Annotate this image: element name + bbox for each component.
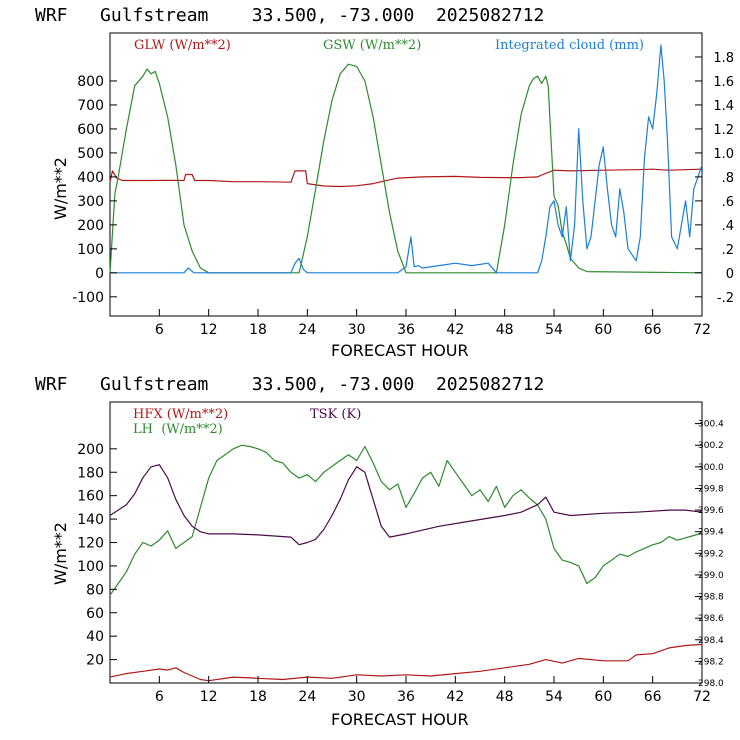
y-tick-label: 60: [86, 606, 104, 622]
x-axis-label: FORECAST HOUR: [331, 341, 469, 360]
series-line-integrated: [110, 44, 703, 274]
y-tick-label: 40: [86, 629, 104, 645]
y-tick-label: 180: [77, 465, 104, 481]
series-line-tsk: [109, 464, 703, 546]
y2-tick-label: 1.2: [713, 123, 734, 138]
y2-tick-label: 299.0: [698, 571, 724, 581]
x-tick-label: 54: [545, 689, 563, 705]
legend-glw: GLW (W/m**2): [134, 38, 231, 53]
x-tick-label: 18: [249, 689, 267, 705]
x-axis-ticks: 6 12 18 24 30 36 42 48 54 60 66 72: [155, 676, 711, 705]
y-tick-label: 140: [77, 512, 104, 528]
x-tick-label: 60: [594, 322, 612, 338]
x-tick-label: 6: [155, 689, 164, 705]
y-axis-label: W/m**2: [51, 522, 70, 585]
y-tick-label: 100: [77, 559, 104, 575]
legend-tsk: TSK (K): [310, 407, 361, 422]
x-tick-label: 36: [397, 689, 415, 705]
y2-tick-label: 299.6: [698, 506, 724, 516]
y2-tick-label: .8: [722, 171, 734, 186]
x-tick-label: 42: [446, 689, 464, 705]
panel-title: WRF Gulfstream 33.500, -73.000 202508271…: [35, 5, 544, 26]
y2-tick-label: .4: [722, 219, 734, 234]
right-axis-ticks: 298.0 298.2 298.4 298.6 298.8 299.0 299.2 299.4…: [695, 420, 724, 689]
y2-tick-label: 1.4: [713, 99, 734, 114]
y-tick-label: 80: [86, 582, 104, 598]
y-tick-label: 500: [77, 146, 104, 162]
x-tick-label: 30: [348, 689, 366, 705]
y-tick-label: 700: [77, 98, 104, 114]
x-tick-label: 6: [155, 322, 164, 338]
x-tick-label: 72: [693, 322, 711, 338]
x-tick-label: 12: [200, 322, 218, 338]
y-tick-label: 100: [77, 242, 104, 258]
y-tick-label: 0: [95, 266, 104, 282]
x-tick-label: 72: [693, 689, 711, 705]
y-tick-label: 400: [77, 170, 104, 186]
left-axis-ticks: 20 40 60 80 100 120 140 160 180 200: [77, 442, 117, 669]
x-tick-label: 12: [200, 689, 218, 705]
y2-tick-label: 300.4: [698, 420, 724, 430]
y-tick-label: 600: [77, 122, 104, 138]
x-tick-label: 18: [249, 322, 267, 338]
y-tick-label: 200: [77, 218, 104, 234]
x-tick-label: 36: [397, 322, 415, 338]
y-axis-label: W/m**2: [51, 157, 70, 220]
y2-tick-label: 300.0: [698, 463, 724, 473]
x-tick-label: 66: [644, 322, 662, 338]
panel-title: WRF Gulfstream 33.500, -73.000 202508271…: [35, 374, 544, 395]
flux-skin-temp-panel: WRF Gulfstream 33.500, -73.000 202508271…: [35, 374, 724, 729]
y2-tick-label: 298.2: [698, 657, 724, 667]
y2-tick-label: .2: [722, 243, 734, 258]
x-tick-label: 30: [348, 322, 366, 338]
y2-tick-label: 1.0: [713, 147, 734, 162]
legend-hfx: HFX (W/m**2): [133, 407, 228, 422]
x-axis-label: FORECAST HOUR: [331, 710, 469, 729]
right-axis-ticks: -.2 0 .2 .4 .6 .8 1.0 1.2 1.4 1.6 1.8: [695, 51, 734, 306]
x-tick-label: 54: [545, 322, 563, 338]
legend-lh: LH (W/m**2): [133, 422, 223, 437]
x-tick-label: 24: [298, 322, 316, 338]
series-line-hfx: [109, 643, 703, 682]
x-tick-label: 48: [496, 322, 514, 338]
y2-tick-label: 298.8: [698, 593, 724, 603]
y-tick-label: 800: [77, 74, 104, 90]
y2-tick-label: .6: [722, 195, 734, 210]
y2-tick-label: 0: [726, 267, 734, 282]
x-tick-label: 24: [298, 689, 316, 705]
y2-tick-label: -.2: [717, 291, 734, 306]
y-tick-label: 120: [77, 536, 104, 552]
left-axis-ticks: -100 0 100 200 300 400 500 600 700 800: [72, 74, 117, 306]
y2-tick-label: 299.2: [698, 549, 724, 559]
x-tick-label: 60: [594, 689, 612, 705]
x-tick-label: 48: [496, 689, 514, 705]
y2-tick-label: 299.4: [698, 528, 724, 538]
x-tick-label: 42: [446, 322, 464, 338]
y-tick-label: 300: [77, 194, 104, 210]
y2-tick-label: 298.6: [698, 614, 724, 624]
series-line-lh: [109, 444, 703, 596]
y2-tick-label: 298.0: [698, 679, 724, 689]
y2-tick-label: 1.8: [713, 51, 734, 66]
y2-tick-label: 300.2: [698, 441, 724, 451]
y2-tick-label: 298.4: [698, 636, 724, 646]
x-axis-ticks: 6 12 18 24 30 36 42 48 54 60 66 72: [155, 309, 711, 338]
x-tick-label: 66: [644, 689, 662, 705]
legend-gsw: GSW (W/m**2): [323, 38, 421, 53]
y-tick-label: 20: [86, 653, 104, 669]
top-series-lines: [109, 44, 703, 274]
series-line-gsw: [109, 63, 703, 274]
y-tick-label: -100: [72, 290, 104, 306]
y2-tick-label: 1.6: [713, 75, 734, 90]
y-tick-label: 200: [77, 442, 104, 458]
y-tick-label: 160: [77, 489, 104, 505]
y2-tick-label: 299.8: [698, 484, 724, 494]
bottom-series-lines: [109, 444, 703, 682]
radiation-cloud-panel: WRF Gulfstream 33.500, -73.000 202508271…: [35, 5, 734, 360]
series-line-glw: [109, 168, 703, 188]
legend-integrated-cloud: Integrated cloud (mm): [495, 38, 644, 53]
